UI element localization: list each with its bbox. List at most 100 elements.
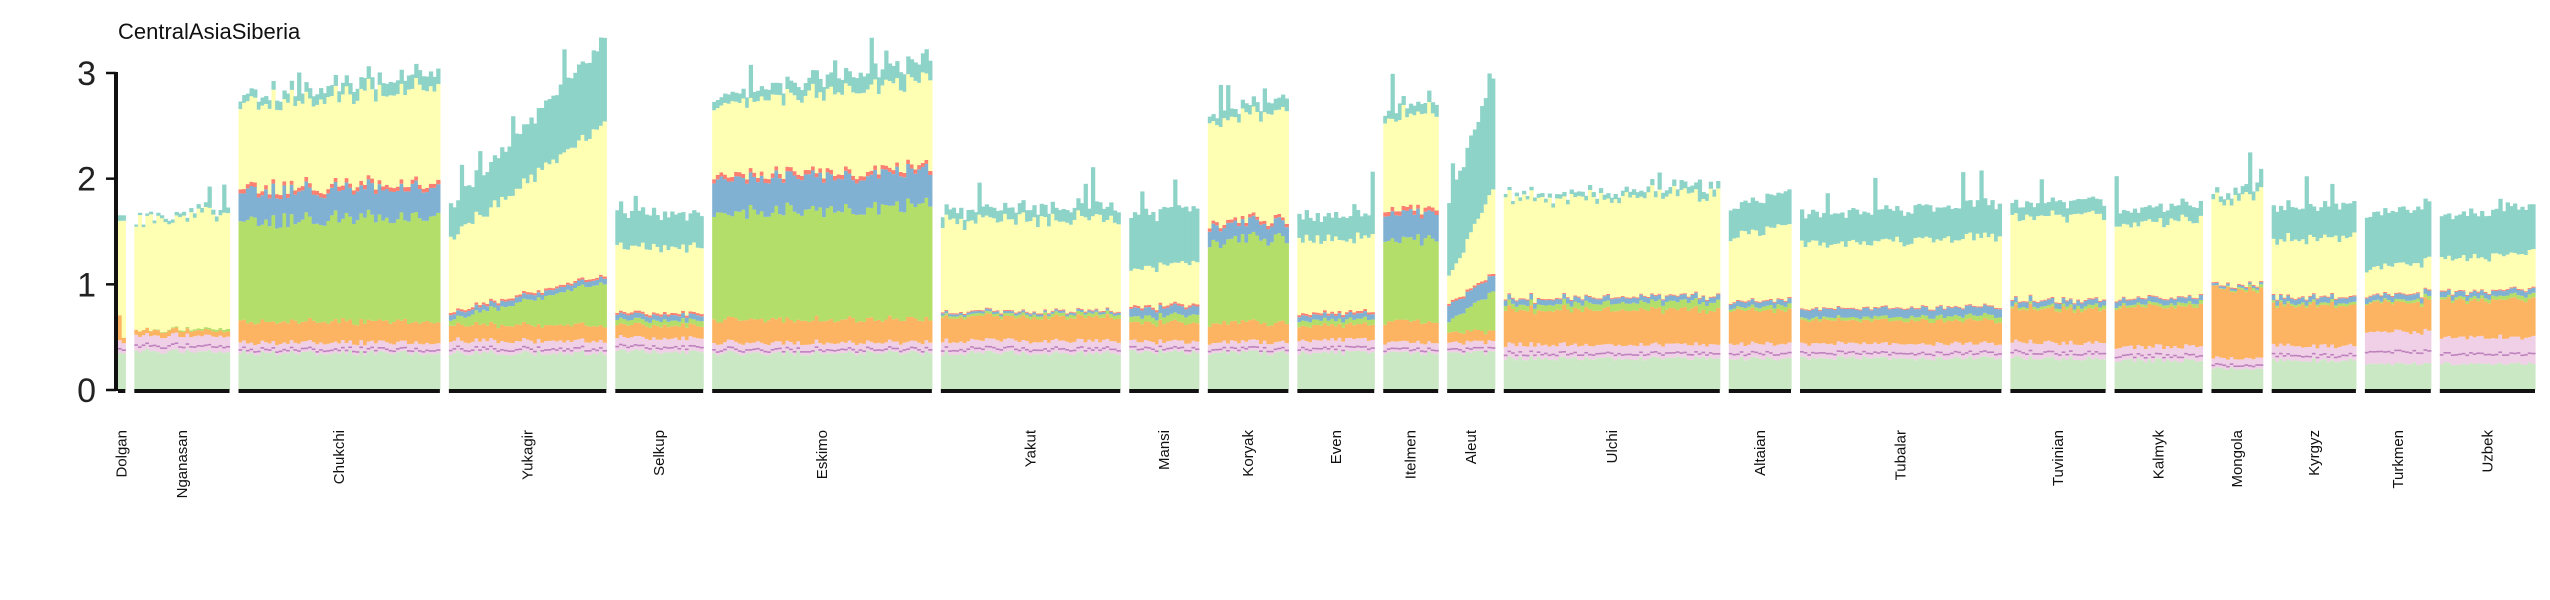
accent-line (633, 344, 638, 346)
bar-segment (1617, 310, 1622, 345)
bar-segment (1158, 349, 1163, 390)
bar-segment (260, 97, 265, 106)
bar-segment (1458, 170, 1463, 259)
bar-segment (1712, 189, 1717, 197)
bar-segment (1990, 342, 1995, 358)
bar-segment (478, 324, 483, 342)
bar-segment (1308, 342, 1313, 355)
bar-segment (1480, 331, 1485, 341)
bar-segment (1147, 321, 1152, 342)
bar-segment (1244, 351, 1249, 390)
bar-segment (267, 353, 273, 390)
bar-segment (778, 214, 783, 318)
bar-segment (200, 212, 205, 329)
bar-segment (326, 97, 331, 190)
accent-line (588, 350, 593, 352)
bar-segment (622, 336, 627, 350)
bar-segment (1025, 210, 1030, 222)
bar-segment (1873, 342, 1878, 358)
bar-segment (1390, 238, 1395, 322)
bar-segment (1961, 172, 1966, 240)
bar-segment (1657, 344, 1662, 359)
bar-segment (977, 315, 982, 341)
bar-segment (763, 216, 768, 323)
bar-segment (737, 176, 743, 212)
bar-segment (1884, 318, 1889, 343)
bar-segment (1529, 342, 1534, 357)
bar-segment (1836, 317, 1841, 342)
bar-segment (1240, 99, 1246, 109)
accent-line (1787, 351, 1792, 354)
bar-segment (1573, 197, 1578, 296)
accent-line (640, 344, 646, 347)
accent-line (300, 347, 306, 350)
bar-segment (2154, 358, 2160, 390)
bar-segment (2198, 215, 2204, 295)
accent-line (1609, 352, 1615, 355)
bar-segment (1675, 189, 1681, 197)
bar-segment (1562, 356, 1567, 390)
accent-line (1211, 349, 1216, 351)
bar-segment (884, 79, 889, 166)
bar-segment (1769, 342, 1774, 359)
bar-segment (692, 319, 697, 325)
bar-segment (2251, 359, 2256, 370)
accent-line (1151, 348, 1156, 351)
bar-segment (1215, 118, 1220, 126)
accent-line (803, 351, 808, 353)
bar-segment (1772, 301, 1777, 303)
bar-segment (1195, 306, 1200, 315)
bar-segment (1851, 319, 1856, 343)
bar-segment (256, 197, 262, 226)
accent-line (730, 346, 735, 349)
accent-line (196, 345, 201, 347)
bar-segment (1598, 344, 1604, 359)
bar-segment (591, 129, 596, 279)
bar-segment (1454, 179, 1459, 264)
accent-line (1990, 351, 1995, 354)
accent-line (1968, 350, 1973, 353)
bar-segment (1076, 314, 1081, 339)
bar-segment (432, 323, 437, 344)
bar-segment (1887, 239, 1893, 309)
bar-segment (2147, 303, 2152, 346)
bar-segment (1281, 320, 1286, 341)
bar-segment (2180, 214, 2185, 297)
bar-segment (1116, 354, 1121, 390)
bar-segment (348, 83, 353, 95)
bar-segment (1602, 344, 1607, 358)
bar-segment (880, 69, 885, 86)
bar-segment (363, 217, 368, 324)
bar-segment (293, 106, 298, 191)
bar-segment (2290, 207, 2295, 242)
bar-segment (267, 343, 273, 354)
bar-segment (681, 212, 686, 245)
bar-segment (1544, 344, 1549, 358)
bar-segment (1312, 353, 1317, 390)
bar-segment (410, 88, 415, 180)
bar-segment (858, 214, 863, 322)
bar-segment (977, 352, 982, 390)
bar-segment (1573, 308, 1578, 344)
bar-segment (1983, 341, 1988, 357)
bar-segment (928, 353, 933, 390)
accent-line (1533, 354, 1538, 357)
bar-segment (1469, 290, 1474, 307)
bar-segment (1266, 245, 1271, 327)
accent-line (384, 348, 390, 351)
bar-segment (384, 320, 390, 343)
accent-line (304, 347, 309, 350)
bar-segment (1750, 341, 1755, 358)
bar-segment (1176, 305, 1182, 314)
bar-segment (2017, 301, 2022, 303)
bar-segment (988, 338, 993, 351)
bar-segment (851, 180, 856, 214)
bar-segment (448, 313, 454, 316)
bar-segment (924, 49, 929, 74)
bar-segment (214, 352, 220, 390)
bar-segment (1447, 332, 1452, 343)
bar-segment (1800, 356, 1805, 390)
bar-segment (1162, 317, 1167, 325)
bar-segment (1728, 311, 1734, 344)
bar-segment (2140, 297, 2145, 299)
